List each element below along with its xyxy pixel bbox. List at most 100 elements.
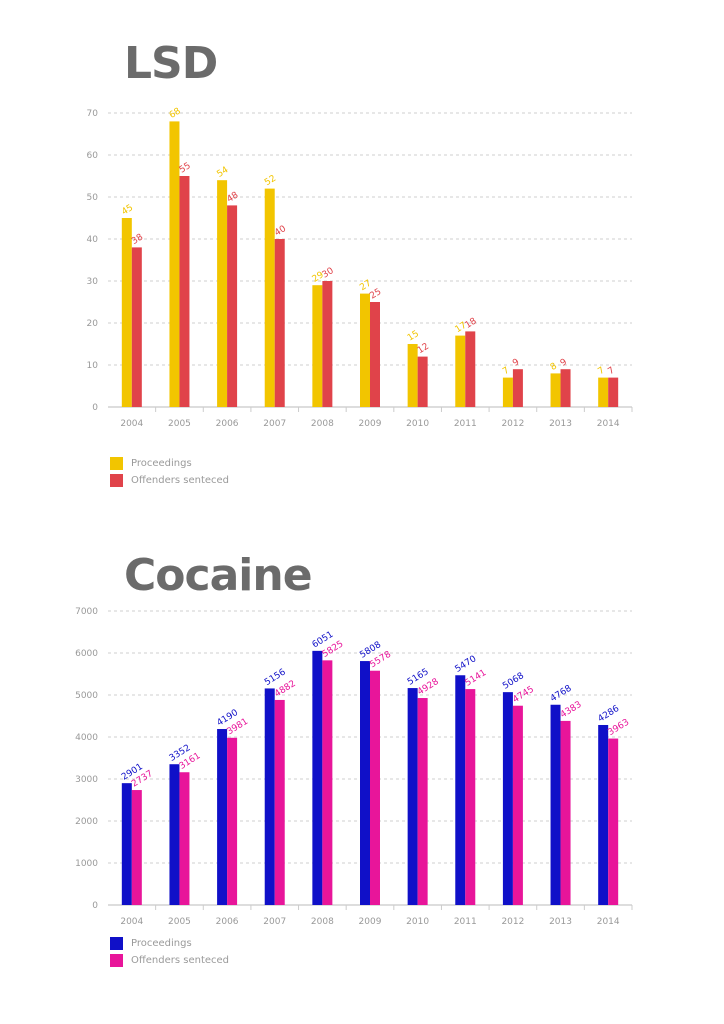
cocaine-chart-title: Cocaine [124, 550, 313, 601]
data-label: 3963 [606, 717, 631, 738]
data-label: 4745 [511, 685, 536, 706]
x-tick-label: 2007 [263, 419, 286, 429]
x-tick-label: 2006 [216, 917, 239, 927]
x-tick-label: 2010 [406, 917, 429, 927]
bar [179, 176, 190, 407]
y-tick-label: 60 [87, 151, 99, 161]
x-tick-label: 2012 [501, 917, 524, 927]
bar [227, 205, 238, 407]
x-tick-label: 2010 [406, 419, 429, 429]
y-tick-label: 6000 [75, 649, 98, 659]
y-tick-label: 0 [92, 901, 98, 911]
bar [465, 689, 476, 905]
data-label: 8 [549, 361, 559, 373]
cocaine-bar-chart: 0100020003000400050006000700020042901273… [75, 607, 633, 927]
x-tick-label: 2013 [549, 917, 572, 927]
bar [550, 704, 561, 905]
bar [455, 335, 466, 407]
x-tick-label: 2014 [597, 419, 620, 429]
x-tick-label: 2009 [359, 419, 382, 429]
bar [502, 377, 513, 407]
y-tick-label: 30 [87, 277, 99, 287]
bar [370, 670, 380, 905]
bar [560, 369, 571, 407]
lsd-bar-chart: 0 10 20 30 40 50 60 70 2004 45 38 2005 68 55 2006 54 48 2… [87, 106, 633, 429]
y-tick-label: 1000 [75, 859, 98, 869]
bar [169, 764, 180, 905]
data-label: 7 [606, 366, 616, 378]
bar [370, 302, 380, 407]
bar [417, 698, 428, 905]
data-label: 12 [416, 342, 431, 357]
bar [360, 293, 370, 407]
bar [312, 285, 323, 407]
lsd-legend: Proceedings Offenders senteced [110, 455, 229, 489]
data-label: 45 [120, 203, 135, 218]
bar [512, 705, 523, 905]
bar [608, 738, 619, 905]
data-label: 52 [263, 174, 278, 189]
legend-label-proceedings: Proceedings [131, 458, 192, 469]
bar [169, 121, 180, 408]
y-tick-label: 4000 [75, 733, 98, 743]
x-tick-label: 2004 [120, 419, 143, 429]
y-tick-label: 10 [87, 361, 99, 371]
bar [598, 377, 609, 407]
data-label: 4383 [559, 700, 584, 721]
bar [274, 239, 285, 407]
bar [179, 772, 190, 905]
y-tick-label: 20 [87, 319, 99, 329]
y-tick-label: 50 [87, 193, 99, 203]
legend-swatch-proceedings [110, 457, 123, 470]
data-label: 54 [215, 165, 230, 180]
y-tick-label: 3000 [75, 775, 98, 785]
bar [407, 688, 418, 905]
data-label: 4286 [596, 704, 621, 725]
bar [455, 675, 466, 905]
x-tick-label: 2008 [311, 419, 334, 429]
x-tick-label: 2011 [454, 917, 477, 927]
data-label: 7 [501, 366, 511, 378]
bar [360, 661, 370, 905]
data-label: 4768 [549, 684, 574, 705]
bar [217, 180, 228, 407]
y-tick-label: 7000 [75, 607, 98, 617]
bar [417, 356, 428, 407]
y-tick-label: 40 [87, 235, 99, 245]
data-label: 15 [406, 329, 421, 344]
y-tick-label: 70 [87, 109, 99, 119]
bar [131, 790, 142, 905]
x-tick-label: 2008 [311, 917, 334, 927]
bar [121, 783, 132, 905]
bar [322, 281, 333, 407]
data-label: 55 [178, 161, 193, 176]
x-tick-label: 2011 [454, 419, 477, 429]
legend-item-proceedings: Proceedings [110, 935, 229, 952]
bar [274, 699, 285, 905]
data-label: 25 [368, 287, 383, 302]
y-tick-label: 0 [92, 403, 98, 413]
y-tick-label: 5000 [75, 691, 98, 701]
legend-item-offenders-sentenced: Offenders senteced [110, 472, 229, 489]
bar [264, 188, 275, 407]
bar [608, 377, 619, 407]
bar [131, 247, 142, 407]
x-tick-label: 2007 [263, 917, 286, 927]
bar [598, 724, 609, 905]
x-tick-label: 2005 [168, 419, 191, 429]
bar [407, 344, 418, 407]
bar [322, 660, 333, 905]
data-label: 5470 [454, 654, 479, 675]
bar [217, 729, 228, 905]
data-label: 9 [559, 357, 569, 369]
bar [550, 373, 561, 407]
data-label: 38 [130, 232, 145, 247]
legend-label-proceedings: Proceedings [131, 938, 192, 949]
y-tick-label: 2000 [75, 817, 98, 827]
bar [502, 692, 513, 905]
x-tick-label: 2013 [549, 419, 572, 429]
legend-label-offenders-sentenced: Offenders senteced [131, 955, 230, 966]
x-tick-label: 2014 [597, 917, 620, 927]
bar [560, 720, 571, 905]
bar [312, 650, 323, 905]
